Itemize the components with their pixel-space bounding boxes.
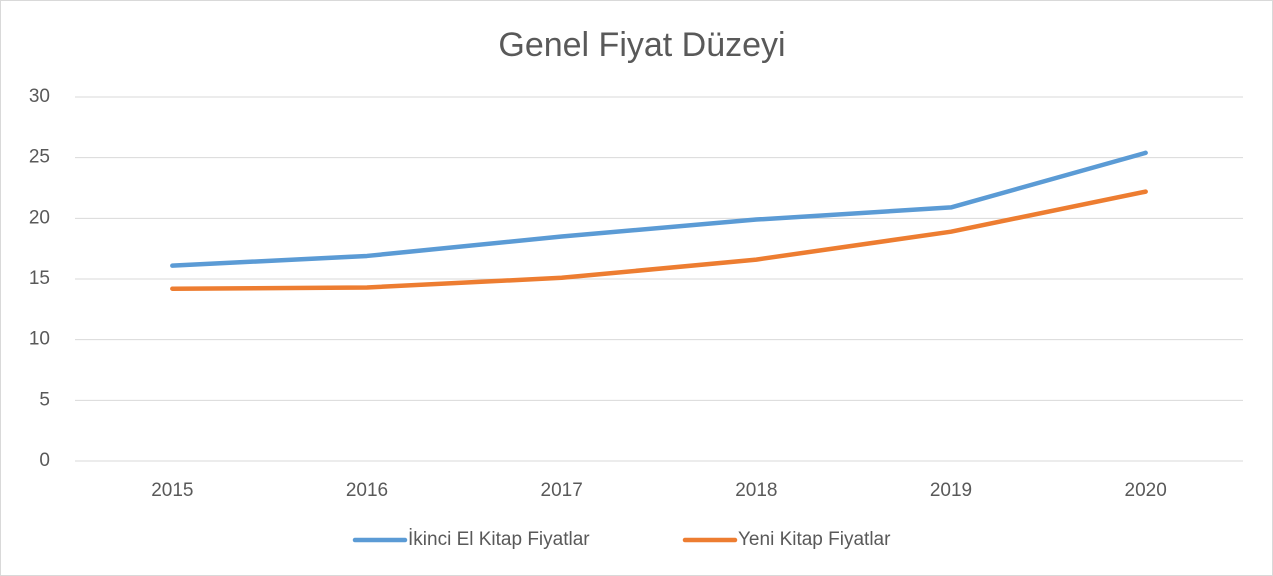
y-tick-label: 25 bbox=[29, 147, 50, 168]
y-tick-label: 15 bbox=[29, 268, 50, 289]
chart-title: Genel Fiyat Düzeyi bbox=[498, 26, 785, 64]
y-tick-label: 5 bbox=[39, 389, 50, 410]
legend-label: Yeni Kitap Fiyatlar bbox=[738, 529, 891, 550]
y-tick-label: 0 bbox=[39, 450, 50, 471]
x-tick-label: 2015 bbox=[151, 480, 193, 501]
series-line bbox=[170, 189, 1148, 291]
x-tick-label: 2019 bbox=[930, 480, 972, 501]
x-tick-label: 2020 bbox=[1125, 480, 1167, 501]
series-line bbox=[170, 150, 1148, 268]
y-tick-label: 30 bbox=[29, 86, 50, 107]
y-tick-label: 20 bbox=[29, 207, 50, 228]
x-tick-label: 2017 bbox=[541, 480, 583, 501]
x-tick-label: 2016 bbox=[346, 480, 388, 501]
x-tick-label: 2018 bbox=[735, 480, 777, 501]
legend-label: İkinci El Kitap Fiyatlar bbox=[408, 529, 590, 550]
y-tick-label: 10 bbox=[29, 329, 50, 350]
